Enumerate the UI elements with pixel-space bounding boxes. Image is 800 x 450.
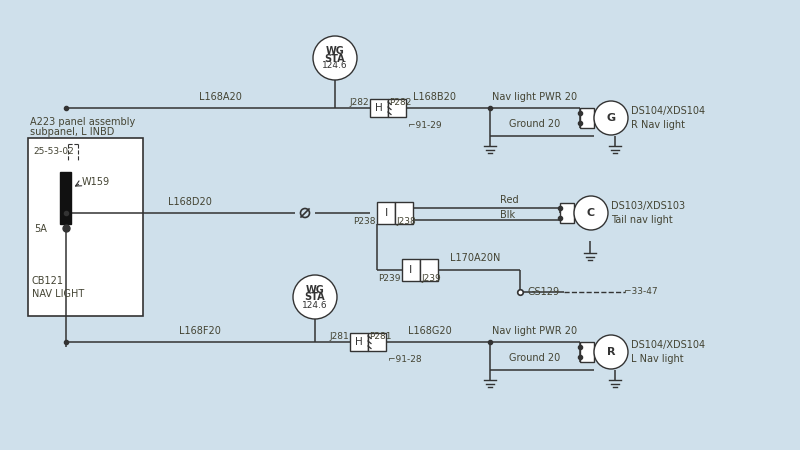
Text: 25-53-02: 25-53-02 bbox=[33, 148, 74, 157]
Text: ⌐33-47: ⌐33-47 bbox=[624, 288, 658, 297]
Text: Ground 20: Ground 20 bbox=[510, 353, 561, 363]
Bar bbox=[28, 138, 143, 316]
Text: Red: Red bbox=[500, 195, 518, 205]
Text: I: I bbox=[410, 265, 413, 275]
Text: ⌐91-28: ⌐91-28 bbox=[388, 355, 422, 364]
Text: NAV LIGHT: NAV LIGHT bbox=[32, 289, 84, 299]
Bar bbox=[580, 108, 594, 128]
Bar bbox=[402, 259, 420, 281]
Text: Blk: Blk bbox=[500, 210, 515, 220]
Text: P282: P282 bbox=[389, 98, 411, 107]
Text: DS104/XDS104: DS104/XDS104 bbox=[631, 106, 705, 116]
Circle shape bbox=[594, 101, 628, 135]
Text: L168A20: L168A20 bbox=[198, 92, 242, 102]
Text: L168D20: L168D20 bbox=[168, 197, 212, 207]
Text: WG: WG bbox=[326, 46, 344, 56]
Text: GS129: GS129 bbox=[527, 287, 559, 297]
Text: I: I bbox=[384, 208, 388, 218]
Text: Tail nav light: Tail nav light bbox=[611, 215, 673, 225]
Text: Ground 20: Ground 20 bbox=[510, 119, 561, 129]
Bar bbox=[395, 202, 413, 224]
Text: Nav light PWR 20: Nav light PWR 20 bbox=[493, 92, 578, 102]
Text: Nav light PWR 20: Nav light PWR 20 bbox=[493, 326, 578, 336]
Bar bbox=[560, 203, 574, 223]
Circle shape bbox=[313, 36, 357, 80]
Circle shape bbox=[293, 275, 337, 319]
Text: L Nav light: L Nav light bbox=[631, 354, 684, 364]
Text: ⌐91-29: ⌐91-29 bbox=[408, 121, 442, 130]
Text: 124.6: 124.6 bbox=[322, 62, 348, 71]
Bar bbox=[420, 259, 438, 281]
Text: A223 panel assembly: A223 panel assembly bbox=[30, 117, 135, 127]
Text: L168B20: L168B20 bbox=[414, 92, 457, 102]
Text: C: C bbox=[587, 208, 595, 218]
Text: STA: STA bbox=[305, 292, 326, 302]
Bar bbox=[388, 99, 406, 117]
Text: CB121: CB121 bbox=[32, 276, 64, 286]
Circle shape bbox=[574, 196, 608, 230]
Text: P238: P238 bbox=[354, 217, 376, 226]
Text: P239: P239 bbox=[378, 274, 401, 283]
Text: DS104/XDS104: DS104/XDS104 bbox=[631, 340, 705, 350]
Text: 5A: 5A bbox=[34, 224, 47, 234]
Circle shape bbox=[301, 208, 310, 217]
Text: DS103/XDS103: DS103/XDS103 bbox=[611, 201, 685, 211]
Text: J239: J239 bbox=[421, 274, 441, 283]
Text: H: H bbox=[375, 103, 383, 113]
Text: STA: STA bbox=[325, 54, 346, 63]
Bar bbox=[350, 333, 368, 351]
Text: W159: W159 bbox=[82, 177, 110, 187]
Text: L170A20N: L170A20N bbox=[450, 253, 500, 263]
Text: 124.6: 124.6 bbox=[302, 301, 328, 310]
Text: H: H bbox=[355, 337, 363, 347]
Bar bbox=[368, 333, 386, 351]
Bar bbox=[377, 202, 395, 224]
Circle shape bbox=[594, 335, 628, 369]
Text: L168G20: L168G20 bbox=[408, 326, 452, 336]
Text: L168F20: L168F20 bbox=[179, 326, 221, 336]
Text: P281: P281 bbox=[369, 332, 391, 341]
Text: subpanel, L INBD: subpanel, L INBD bbox=[30, 127, 114, 137]
Bar bbox=[580, 342, 594, 362]
Bar bbox=[370, 99, 388, 117]
Text: J282: J282 bbox=[350, 98, 369, 107]
Text: R Nav light: R Nav light bbox=[631, 120, 685, 130]
Text: J238: J238 bbox=[396, 217, 416, 226]
Bar bbox=[60, 172, 71, 224]
Text: J281: J281 bbox=[330, 332, 349, 341]
Text: R: R bbox=[606, 347, 615, 357]
Text: WG: WG bbox=[306, 285, 324, 295]
Text: G: G bbox=[606, 113, 615, 123]
